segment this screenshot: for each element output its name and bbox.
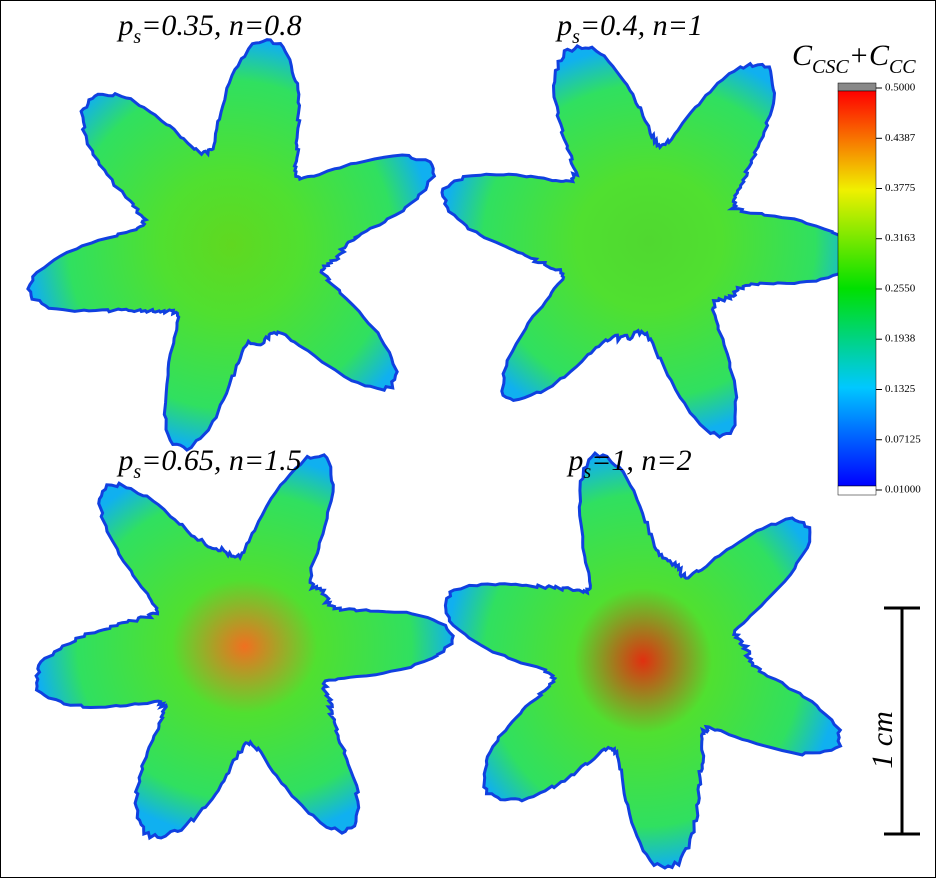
scale-label: 1 cm <box>866 711 899 768</box>
colorbar-tick-label: 0.2550 <box>885 283 916 295</box>
colorbar-tick-label: 0.07125 <box>885 433 921 445</box>
colorbar-over <box>838 83 876 91</box>
panel-title: ps=0.65, n=1.5 <box>116 444 301 483</box>
colorbar-tick-label: 0.3775 <box>885 182 916 194</box>
panel-params: =0.4, n=1 <box>580 9 703 42</box>
panel-title: ps=1, n=2 <box>566 444 691 483</box>
colorbar-tick-label: 0.5000 <box>885 82 916 94</box>
simulation-blob <box>445 453 840 868</box>
panel-params: =0.35, n=0.8 <box>141 9 302 42</box>
panel-params: =1, n=2 <box>591 444 692 477</box>
colorbar-tick-label: 0.3163 <box>885 232 916 244</box>
colorbar-tick-label: 0.01000 <box>885 484 921 496</box>
page: ps=0.35, n=0.8ps=0.4, n=1ps=0.65, n=1.5p… <box>0 0 936 878</box>
figure: ps=0.35, n=0.8ps=0.4, n=1ps=0.65, n=1.5p… <box>0 0 936 878</box>
panel-subscript: s <box>133 26 141 48</box>
panel-symbol: p <box>555 9 572 42</box>
panel-subscript: s <box>572 26 580 48</box>
panel-params: =0.65, n=1.5 <box>141 444 302 477</box>
colorbar-tick-label: 0.4387 <box>885 132 916 144</box>
panel-subscript: s <box>583 461 591 483</box>
panel-symbol: p <box>116 9 133 42</box>
colorbar <box>838 91 876 486</box>
colorbar-tick-label: 0.1325 <box>885 383 916 395</box>
simulation-blob <box>28 40 435 450</box>
panel-title: ps=0.4, n=1 <box>555 9 703 48</box>
panel-symbol: p <box>116 444 133 477</box>
panel-subscript: s <box>133 461 141 483</box>
simulation-blob <box>442 46 857 437</box>
colorbar-tick-label: 0.1938 <box>885 333 916 345</box>
colorbar-label: CCSC+CCC <box>792 39 916 78</box>
scale-bar: 1 cm <box>866 608 920 834</box>
panel-symbol: p <box>566 444 583 477</box>
colorbar-under <box>838 486 876 495</box>
simulation-blob <box>36 455 453 838</box>
